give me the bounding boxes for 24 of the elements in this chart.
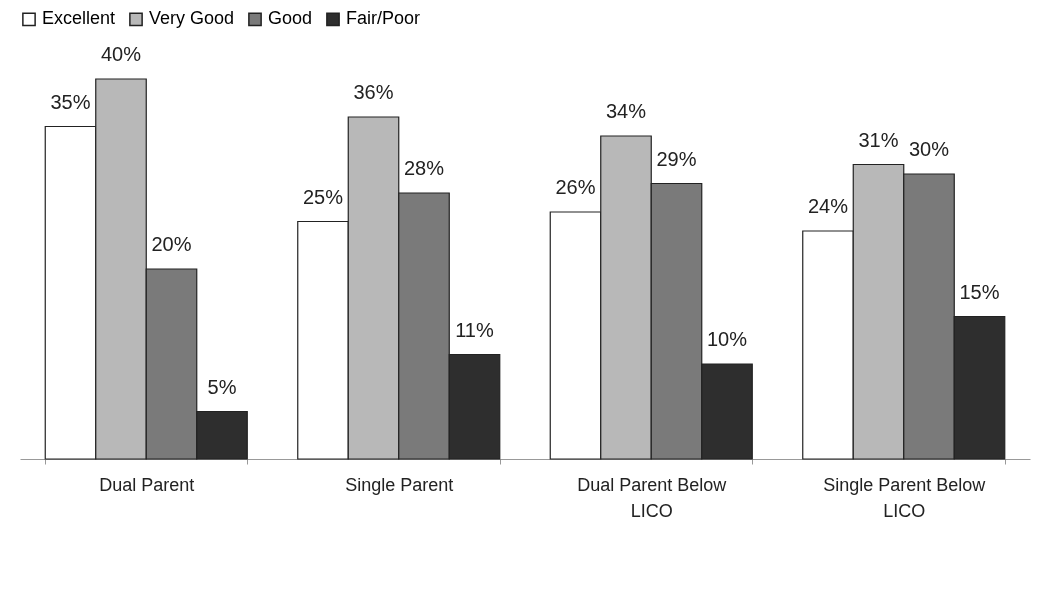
data-label: 15% — [959, 280, 1000, 303]
data-label: 30% — [908, 138, 950, 160]
legend-label: Excellent — [42, 8, 116, 29]
x-tick-label: Dual Parent — [99, 474, 195, 495]
data-label: 10% — [706, 328, 748, 350]
legend-label: Fair/Poor — [346, 8, 421, 29]
data-label: 40% — [100, 43, 142, 65]
data-label: 20% — [151, 233, 192, 255]
data-label: 35% — [50, 90, 91, 113]
data-label: 36% — [353, 81, 394, 103]
x-tick-label: Single Parent — [345, 474, 454, 495]
data-label: 29% — [656, 147, 697, 170]
data-label: 11% — [455, 318, 494, 341]
data-label: 25% — [302, 185, 344, 208]
data-label: 5% — [207, 375, 237, 398]
data-label: 24% — [807, 195, 849, 217]
data-label: 28% — [403, 157, 445, 179]
data-label: 31% — [858, 128, 899, 151]
legend-label: Very Good — [149, 8, 235, 29]
data-label: 26% — [555, 176, 596, 198]
x-tick-label: Single Parent Below LICO — [823, 474, 987, 521]
legend-label: Good — [268, 8, 313, 29]
data-label: 34% — [605, 100, 647, 122]
x-tick-label: Dual Parent Below LICO — [577, 474, 728, 521]
